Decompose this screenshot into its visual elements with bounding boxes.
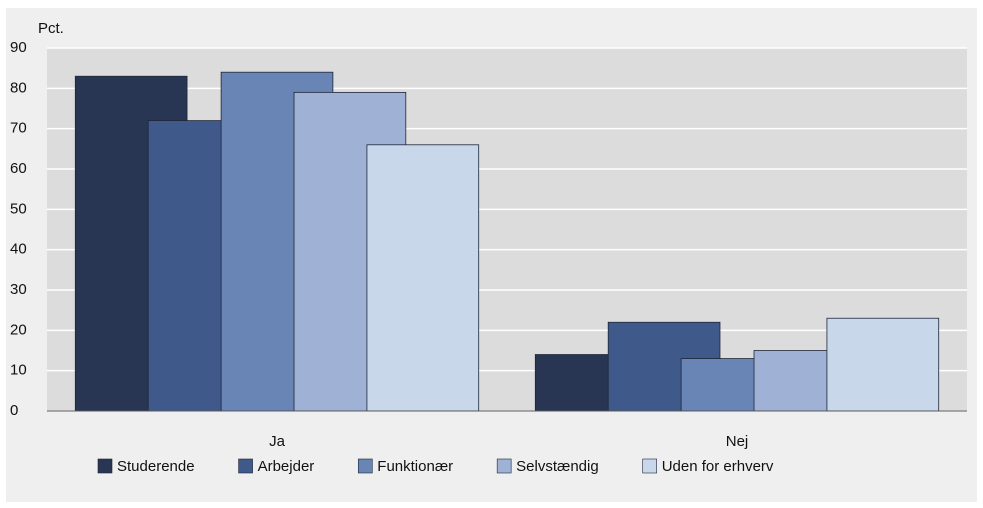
legend-label: Arbejder [258, 458, 315, 475]
legend-label: Funktionær [377, 458, 453, 475]
legend-swatch [238, 458, 253, 474]
y-tick-label: 40 [10, 241, 27, 258]
y-tick-label: 30 [10, 281, 27, 298]
legend-swatch [496, 458, 512, 474]
bar [366, 144, 480, 412]
x-tick-label: Ja [269, 433, 286, 450]
y-tick-label: 80 [10, 79, 27, 96]
y-tick-label: 90 [10, 39, 27, 56]
y-axis-label: Pct. [38, 20, 64, 37]
x-tick-label: Nej [726, 433, 749, 450]
y-tick-label: 10 [10, 362, 27, 379]
y-tick-label: 60 [10, 160, 27, 177]
legend-label: Studerende [117, 458, 195, 475]
y-tick-label: 20 [10, 321, 27, 338]
legend-label: Selvstændig [516, 458, 599, 475]
legend-swatch [97, 458, 113, 474]
y-tick-label: 0 [10, 402, 18, 419]
legend-label: Uden for erhverv [662, 458, 774, 475]
y-tick-label: 70 [10, 120, 27, 137]
bar [826, 317, 940, 412]
legend-swatch [357, 458, 373, 474]
y-tick-label: 50 [10, 200, 27, 217]
legend-swatch [642, 458, 658, 474]
